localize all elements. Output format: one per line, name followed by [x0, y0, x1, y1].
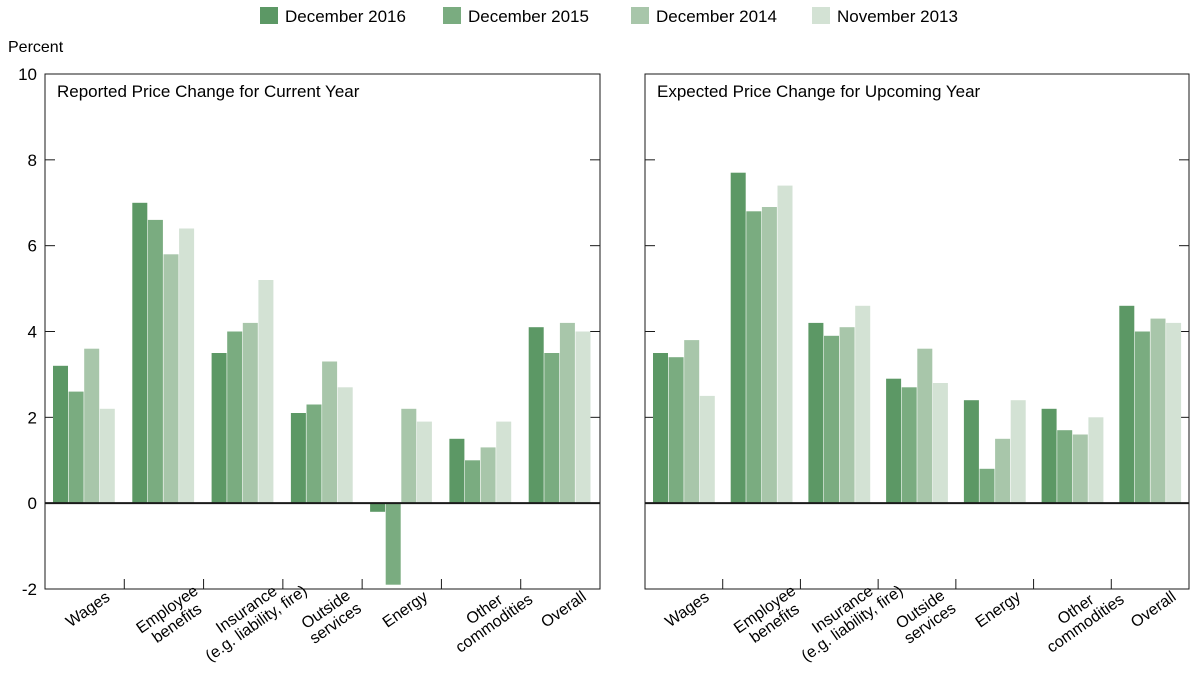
y-tick-label: 8 [28, 151, 37, 170]
y-axis-unit-label: Percent [8, 39, 64, 56]
legend-label-1: December 2015 [468, 7, 589, 26]
y-tick-label: 10 [18, 65, 37, 84]
legend-label-3: November 2013 [837, 7, 958, 26]
y-tick-label: 4 [28, 323, 37, 342]
y-tick-label: 2 [28, 408, 37, 427]
bar [917, 348, 933, 504]
bar [995, 438, 1011, 504]
bar [668, 357, 684, 504]
bar [653, 353, 668, 504]
bar [416, 421, 432, 504]
plot-frame [644, 73, 1190, 590]
category-label-line: Overall [538, 588, 589, 631]
bar [901, 387, 917, 504]
panel-title: Reported Price Change for Current Year [57, 82, 360, 101]
bar [761, 207, 777, 504]
category-label-line: Energy [380, 588, 431, 631]
bar [559, 322, 575, 504]
bar [449, 438, 465, 504]
bar [1166, 322, 1182, 504]
bar [886, 378, 902, 504]
bar [227, 331, 243, 504]
legend-swatch-3 [812, 7, 830, 24]
category-label: Wages [662, 589, 712, 631]
category-label: Energy [973, 588, 1024, 631]
category-label: Energy [380, 588, 431, 631]
bar [242, 322, 258, 504]
legend-swatch-2 [631, 7, 649, 24]
bar [163, 254, 179, 504]
bar [258, 280, 274, 504]
bar [132, 202, 148, 504]
bar [808, 322, 824, 504]
category-label-line: Wages [662, 589, 712, 631]
bar [1134, 331, 1150, 504]
bar [480, 447, 496, 504]
bar [1150, 318, 1166, 504]
bar [528, 327, 544, 504]
category-label: Employeebenefits [133, 582, 211, 651]
bar [84, 348, 100, 504]
bar [1057, 430, 1073, 504]
bar [839, 327, 855, 504]
y-axis-tick-labels: -2 0 2 4 6 8 10 [18, 65, 37, 599]
bar [370, 503, 386, 512]
bar [1119, 305, 1135, 504]
legend: December 2016 December 2015 December 2014 N… [260, 7, 958, 26]
bar [99, 408, 115, 504]
bar [544, 353, 560, 504]
bar [322, 361, 338, 504]
bar [147, 219, 163, 504]
bar [730, 172, 746, 504]
bar [68, 391, 84, 504]
bar [932, 383, 948, 504]
bar [290, 413, 306, 504]
bar [855, 305, 871, 504]
bar [465, 460, 480, 504]
category-label-line: Overall [1128, 588, 1179, 631]
bar [777, 185, 793, 504]
legend-label-2: December 2014 [656, 7, 777, 26]
category-label-line: Wages [63, 589, 113, 631]
bar [53, 365, 68, 504]
panel-reported-current-year: Reported Price Change for Current Year Wa… [44, 73, 601, 666]
bar [699, 395, 715, 504]
legend-swatch-1 [443, 7, 461, 24]
bar [979, 468, 995, 504]
bar [385, 503, 401, 585]
bar [1072, 434, 1088, 504]
bar [746, 211, 762, 504]
panel-title: Expected Price Change for Upcoming Year [657, 82, 981, 101]
category-label: Overall [538, 588, 589, 631]
bar [1088, 417, 1104, 504]
category-label: Employeebenefits [731, 582, 809, 651]
bar [401, 408, 417, 504]
plot-frame [44, 73, 601, 590]
bar [824, 335, 839, 504]
legend-label-0: December 2016 [285, 7, 406, 26]
bar [306, 404, 322, 504]
y-tick-label: 6 [28, 237, 37, 256]
category-label: Insurance(e.g. liability, fire) [789, 569, 907, 666]
bar [496, 421, 512, 504]
category-label-line: Energy [973, 588, 1024, 631]
y-tick-label: 0 [28, 494, 37, 513]
bar [1010, 400, 1026, 504]
y-tick-label: -2 [22, 580, 37, 599]
bar [211, 353, 227, 504]
bar [684, 340, 700, 504]
bar [179, 228, 195, 504]
category-label: Insurance(e.g. liability, fire) [193, 569, 311, 666]
bar [1041, 408, 1057, 504]
panel-expected-upcoming-year: Expected Price Change for Upcoming Year W… [644, 73, 1190, 666]
category-label: Wages [63, 589, 113, 631]
bar [337, 387, 353, 504]
bar [963, 400, 979, 504]
category-label: Overall [1128, 588, 1179, 631]
legend-swatch-0 [260, 7, 278, 24]
bar [575, 331, 591, 504]
